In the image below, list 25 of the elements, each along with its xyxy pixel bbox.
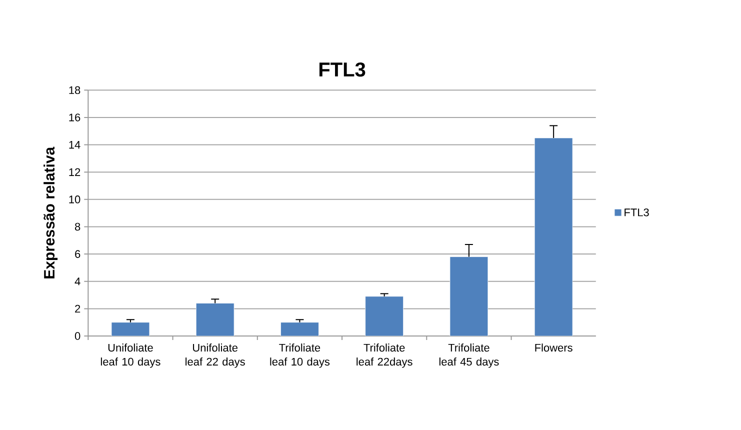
y-tick-label: 6 [75, 250, 80, 258]
y-tick-label: 14 [69, 140, 80, 148]
x-tick-label: Unifoliate leaf 22 days [186, 343, 245, 368]
y-tick-label: 2 [75, 304, 80, 312]
y-tick-label: 10 [69, 195, 80, 204]
bar [450, 256, 488, 336]
x-tick-label: Trifoliate leaf 10 days [270, 343, 330, 368]
bar [111, 322, 150, 336]
x-tick-label: Unifoliate leaf 10 days [100, 343, 160, 368]
x-tick-label: Trifoliate leaf 45 days [439, 343, 499, 368]
y-tick-label: 16 [69, 114, 80, 122]
bar [280, 322, 319, 336]
bar [196, 302, 234, 336]
y-tick-label: 8 [74, 222, 80, 231]
y-tick-label: 4 [74, 278, 80, 286]
legend-label: FTL3 [624, 208, 649, 216]
chart-title: FTL3 [319, 62, 366, 77]
y-tick-label: 12 [69, 168, 80, 176]
y-tick-label: 0 [74, 332, 80, 340]
x-tick-label: Trifoliate leaf 22days [356, 343, 412, 368]
x-tick-label: Flowers [535, 343, 572, 352]
bar [365, 296, 404, 336]
y-axis-title: Expressão relativa [44, 146, 58, 278]
bar [534, 138, 573, 336]
y-tick-label: 18 [69, 86, 80, 94]
